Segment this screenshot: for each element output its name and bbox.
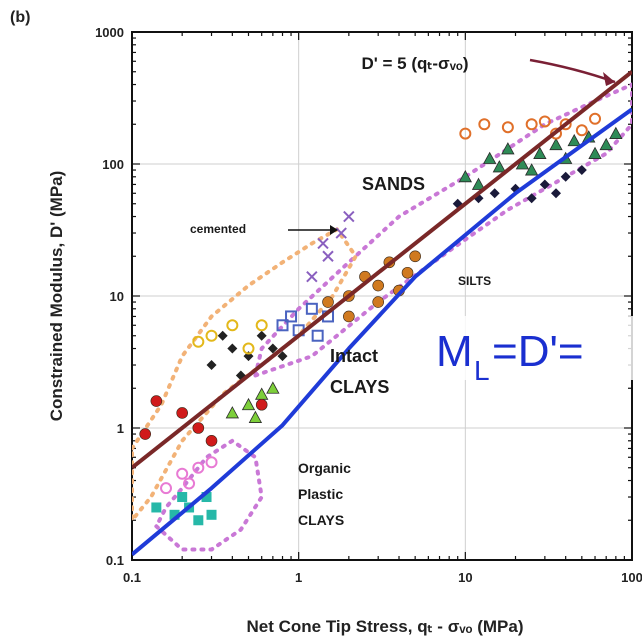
silts-label: SILTS	[458, 274, 491, 288]
organic-clays-label-2: Plastic	[298, 486, 343, 502]
y-tick-label: 100	[102, 157, 124, 172]
point-organic	[177, 492, 187, 502]
point-silts	[373, 297, 384, 308]
y-tick-label: 0.1	[106, 553, 124, 568]
point-clays-red	[193, 423, 204, 434]
overlay-equation-m: M	[436, 327, 473, 376]
x-tick-label: 100	[621, 570, 642, 585]
x-tick-label: 0.1	[123, 570, 141, 585]
point-clays-red	[151, 396, 162, 407]
y-tick-labels: 0.1 1 10 100 1000	[95, 25, 124, 568]
y-axis-title: Constrained Modulus, D' (MPa)	[47, 171, 66, 422]
point-clays-red	[177, 407, 188, 418]
point-silts	[373, 280, 384, 291]
x-tick-label: 10	[458, 570, 472, 585]
point-organic	[207, 510, 217, 520]
y-tick-label: 1	[117, 421, 124, 436]
sands-label: SANDS	[362, 174, 425, 194]
point-silts	[402, 267, 413, 278]
point-clays-red	[140, 429, 151, 440]
organic-clays-label-1: Organic	[298, 460, 351, 476]
y-tick-label: 1000	[95, 25, 124, 40]
x-tick-label: 1	[295, 570, 302, 585]
organic-clays-label-3: CLAYS	[298, 512, 344, 528]
point-clays-red	[206, 435, 217, 446]
overlay-equation-rest: =D'=	[492, 327, 584, 376]
overlay-equation-subscript: L	[474, 355, 490, 386]
point-organic	[193, 515, 203, 525]
x-axis-title: Net Cone Tip Stress, qₜ - σᵥₒ (MPa)	[247, 617, 524, 636]
point-clays-red	[256, 399, 267, 410]
panel-label: (b)	[10, 9, 30, 26]
y-tick-label: 10	[110, 289, 124, 304]
upper-line-equation: D' = 5 (qₜ-σᵥₒ)	[361, 54, 468, 73]
intact-clays-label-1: Intact	[330, 346, 378, 366]
overlay-equation: M L =D'=	[432, 316, 642, 386]
x-tick-labels: 0.1 1 10 100	[123, 570, 642, 585]
point-silts	[343, 311, 354, 322]
point-silts	[323, 297, 334, 308]
point-silts	[410, 251, 421, 262]
cemented-label: cemented	[190, 222, 246, 236]
point-organic	[151, 502, 161, 512]
intact-clays-label-2: CLAYS	[330, 377, 389, 397]
